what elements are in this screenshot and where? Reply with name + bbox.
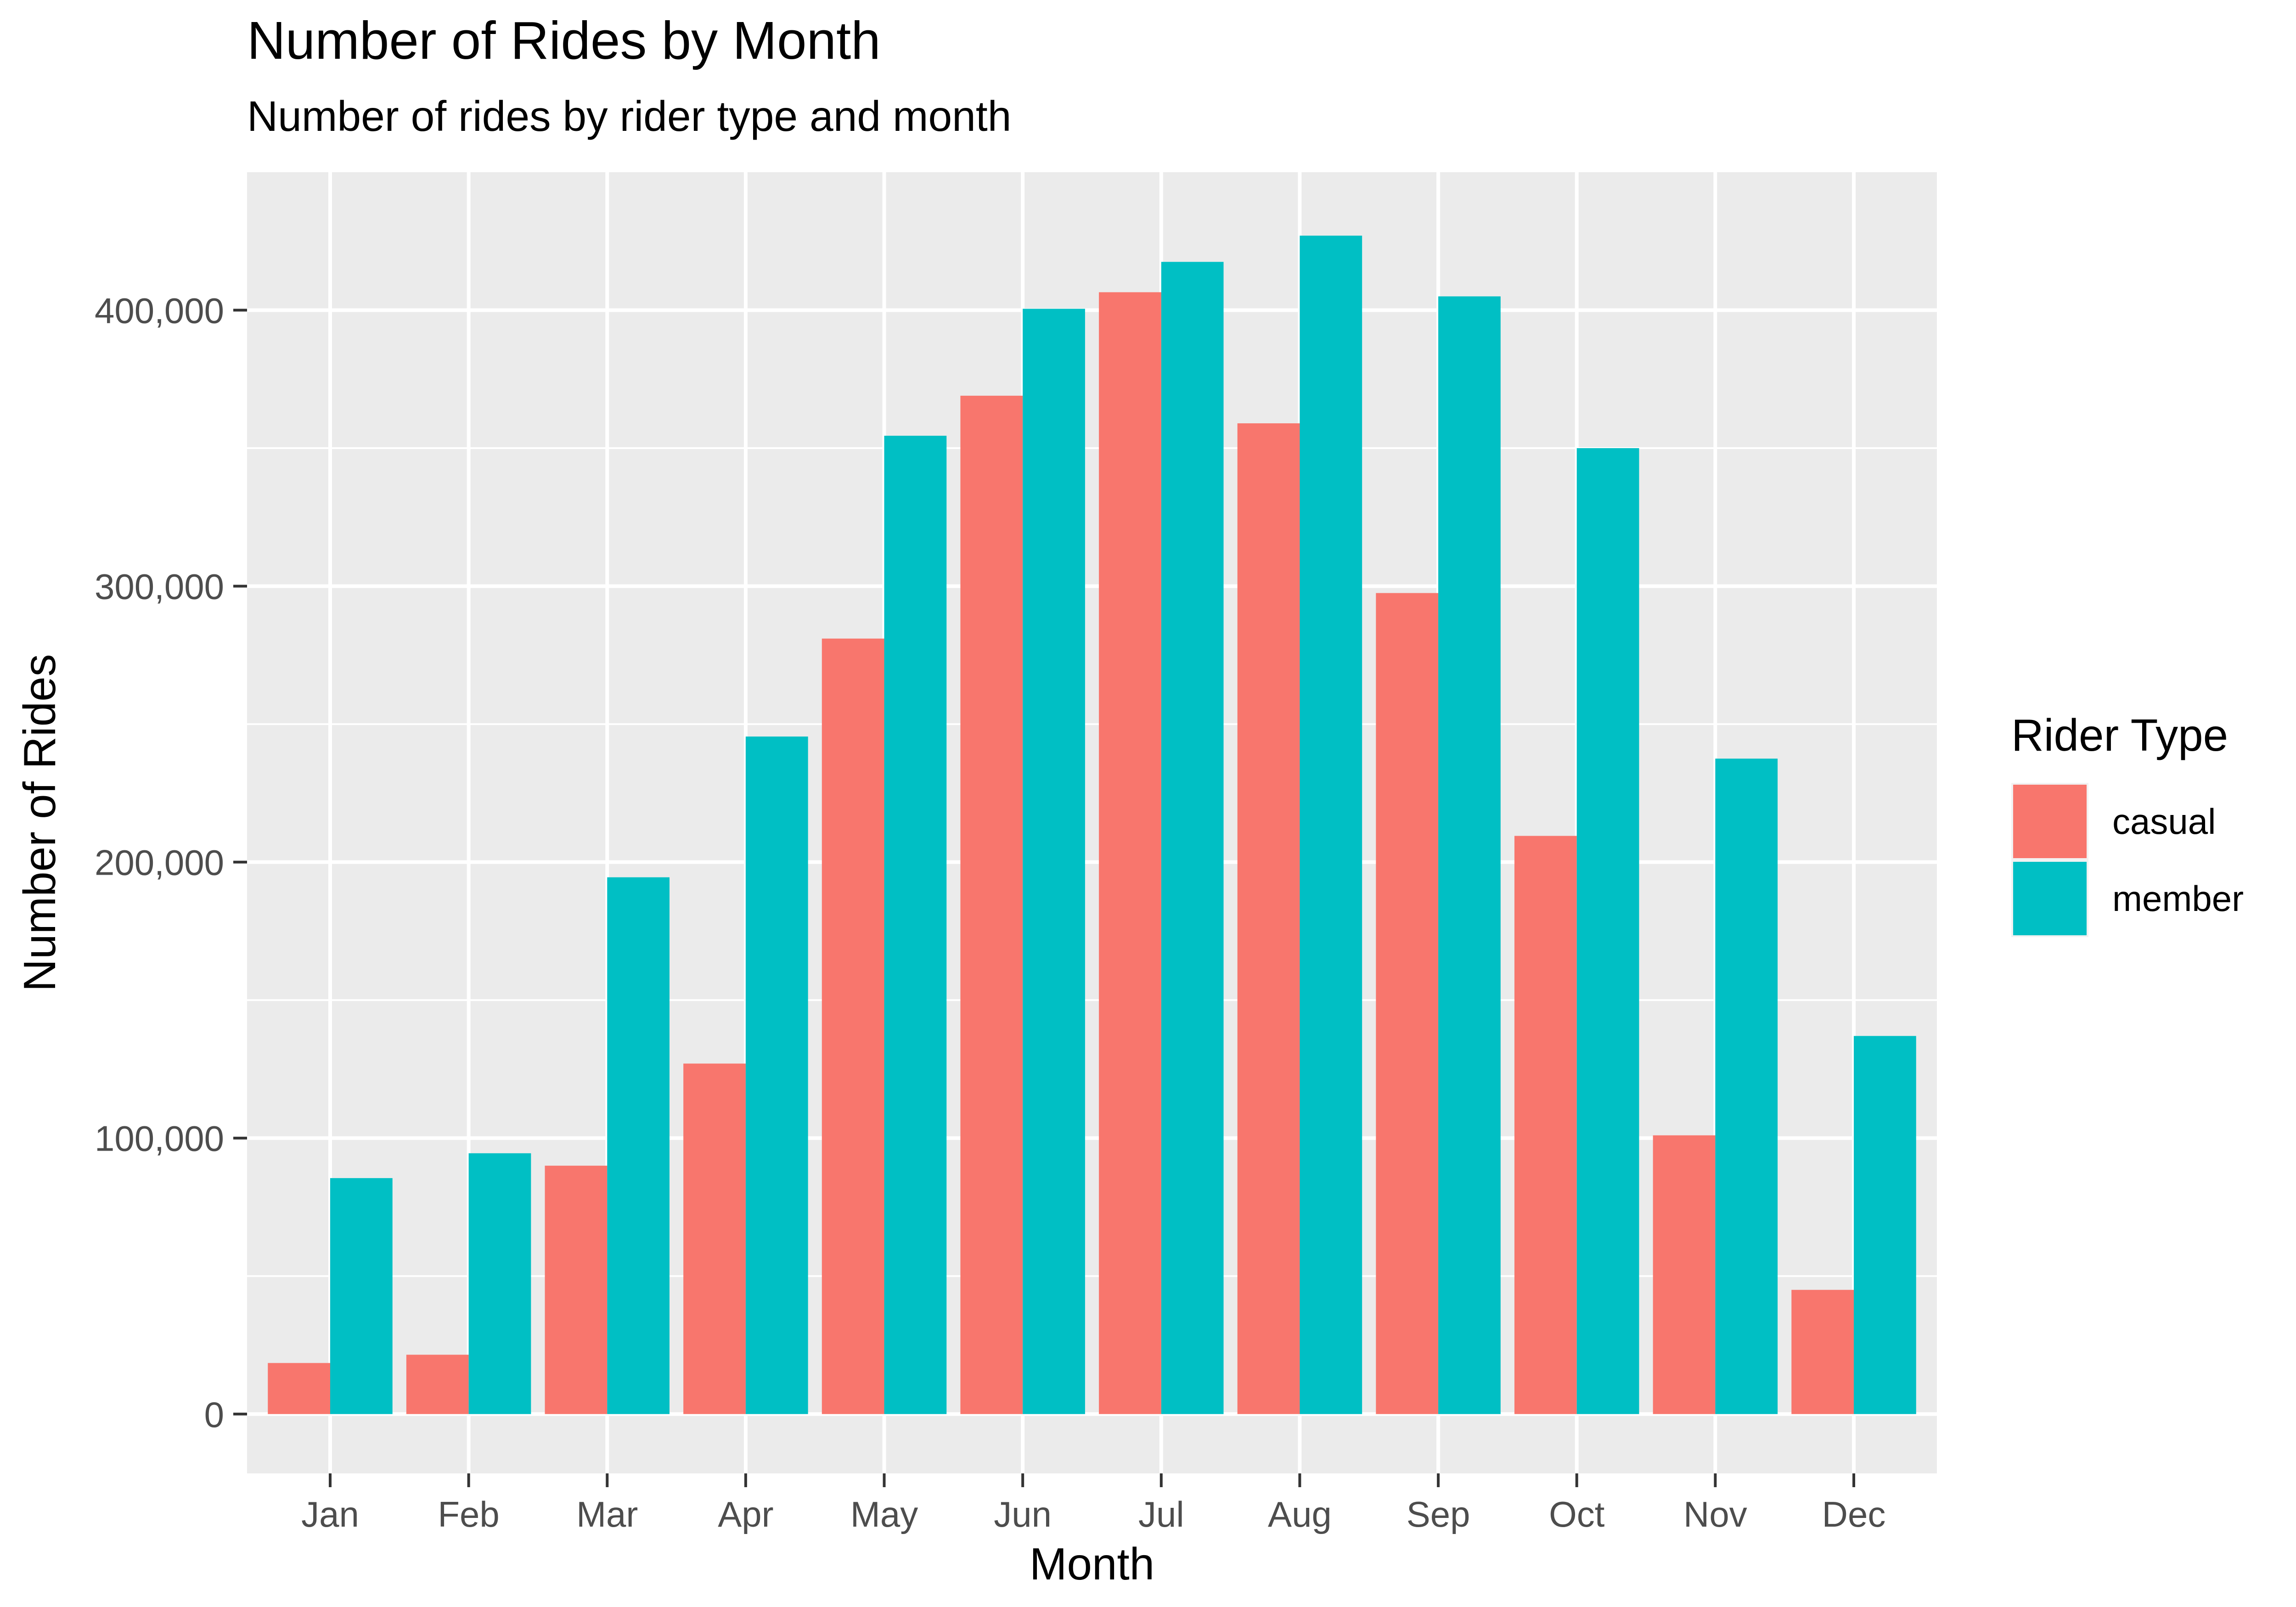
bar-casual-apr [683,1063,746,1414]
legend-title: Rider Type [2011,710,2228,760]
bar-member-jul [1161,262,1224,1414]
x-tick-label: Oct [1549,1494,1605,1534]
chart-title: Number of Rides by Month [247,11,881,70]
x-tick-label: Jun [994,1494,1052,1534]
bar-casual-jan [268,1363,330,1414]
bar-member-sep [1438,296,1501,1414]
x-tick-label: Nov [1683,1494,1747,1534]
bar-casual-dec [1791,1290,1854,1414]
bar-casual-may [822,638,884,1414]
bar-member-may [884,436,947,1414]
y-tick-label: 400,000 [95,291,224,331]
x-tick-label: Jan [301,1494,359,1534]
x-tick-label: Sep [1407,1494,1470,1534]
bar-member-jun [1023,309,1085,1414]
x-tick-label: Mar [576,1494,638,1534]
bar-casual-jul [1099,292,1161,1414]
bar-casual-nov [1653,1135,1716,1414]
x-tick-label: Apr [718,1494,773,1534]
bar-casual-jun [960,395,1023,1414]
bar-member-feb [468,1153,531,1414]
legend-key-member [2013,862,2087,935]
bar-member-mar [607,877,670,1414]
y-axis-title: Number of Rides [14,654,65,991]
x-tick-label: May [850,1494,918,1534]
legend-label-casual: casual [2112,801,2216,842]
x-tick-label: Dec [1822,1494,1886,1534]
legend-items: casual member [2011,783,2244,937]
chart-subtitle: Number of rides by rider type and month [247,92,1011,140]
y-tick-label: 100,000 [95,1118,224,1159]
bar-casual-feb [406,1354,469,1414]
y-tick-label: 200,000 [95,843,224,883]
x-axis-title: Month [1030,1539,1154,1589]
bar-casual-mar [545,1165,608,1414]
x-tick-label: Jul [1138,1494,1184,1534]
x-tick-label: Feb [438,1494,499,1534]
bar-casual-sep [1376,593,1439,1414]
legend-key-casual [2013,785,2087,858]
bar-member-apr [745,736,808,1414]
y-axis: 0 100,000 200,000 300,000 400,000 [95,291,247,1435]
bar-casual-oct [1514,836,1577,1414]
x-tick-label: Aug [1268,1494,1332,1534]
bar-casual-aug [1237,423,1300,1414]
bar-member-dec [1854,1036,1916,1414]
y-tick-label: 0 [204,1394,224,1435]
bar-member-aug [1300,236,1362,1414]
legend: Rider Type casual member [2011,710,2244,937]
legend-label-member: member [2112,878,2244,919]
bar-member-jan [330,1178,393,1414]
x-axis: Jan Feb Mar Apr May Jun Jul Aug Sep Oct Nov Dec [301,1473,1885,1534]
bars [268,236,1916,1414]
bar-member-nov [1715,759,1778,1414]
bar-member-oct [1576,448,1639,1414]
y-tick-label: 300,000 [95,567,224,607]
